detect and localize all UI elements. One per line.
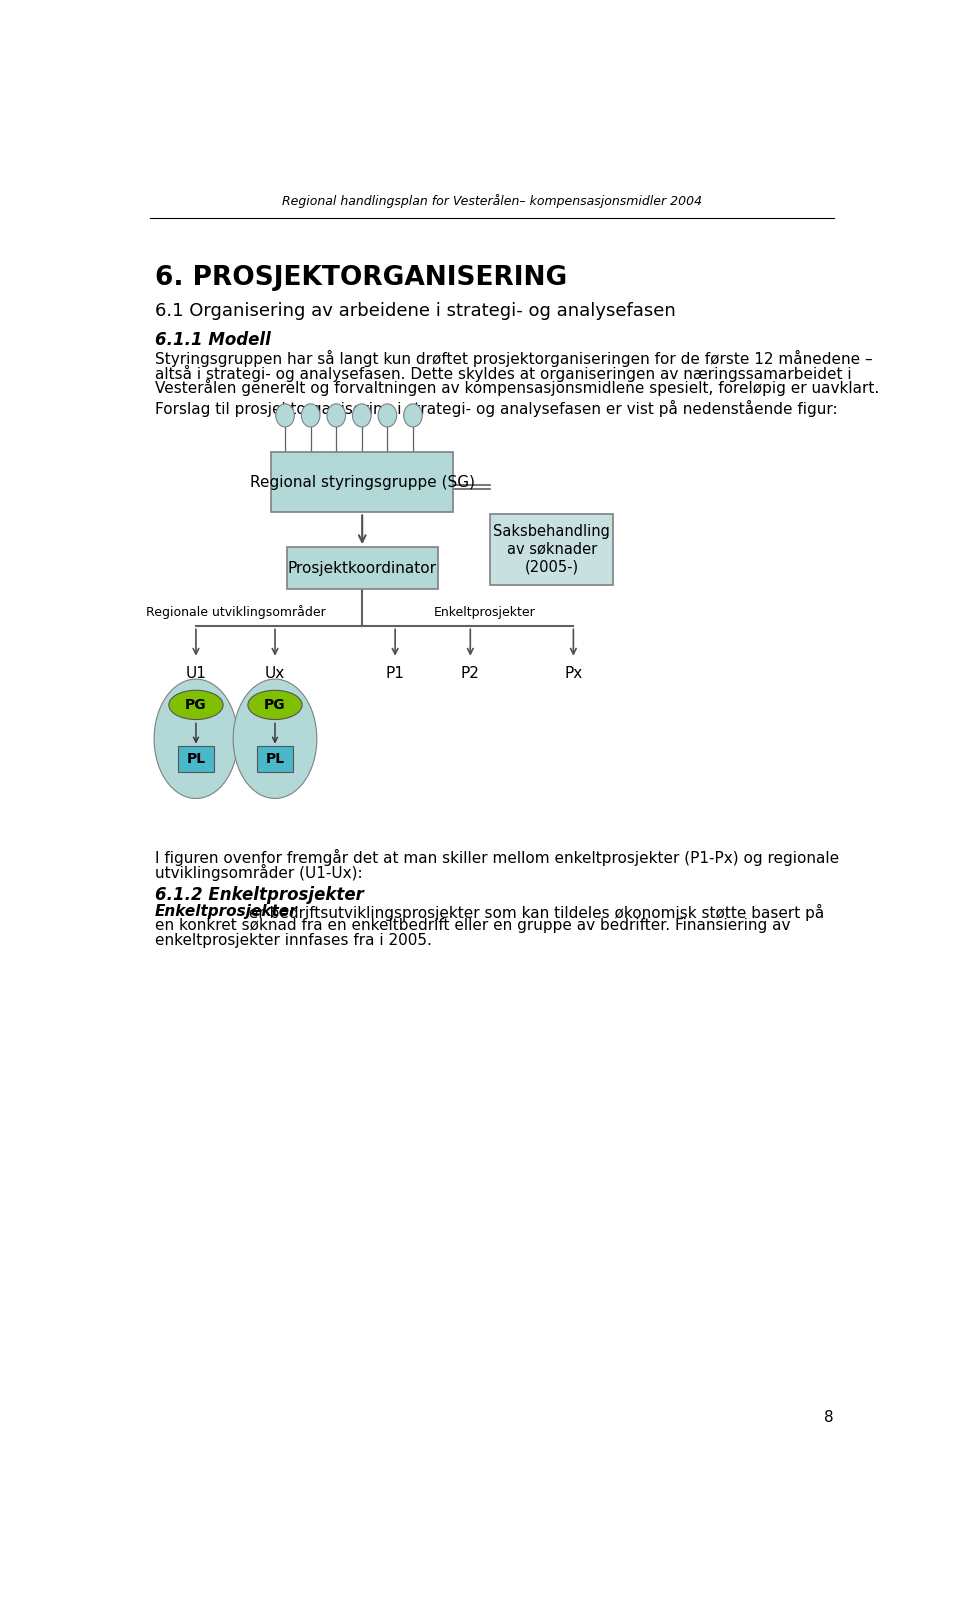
Text: PL: PL — [265, 752, 284, 766]
Text: P1: P1 — [386, 666, 404, 682]
Text: Regionale utviklingsområder: Regionale utviklingsområder — [146, 604, 325, 619]
Ellipse shape — [155, 679, 238, 799]
Ellipse shape — [403, 403, 422, 428]
Text: PL: PL — [186, 752, 205, 766]
Ellipse shape — [327, 403, 346, 428]
Text: PG: PG — [185, 698, 206, 711]
Text: PG: PG — [264, 698, 286, 711]
Text: Ux: Ux — [265, 666, 285, 682]
Ellipse shape — [276, 403, 295, 428]
Text: P2: P2 — [461, 666, 480, 682]
Ellipse shape — [301, 403, 320, 428]
Text: Vesterålen generelt og forvaltningen av kompensasjonsmidlene spesielt, foreløpig: Vesterålen generelt og forvaltningen av … — [155, 379, 879, 397]
FancyBboxPatch shape — [179, 747, 214, 771]
FancyBboxPatch shape — [257, 747, 293, 771]
Ellipse shape — [248, 690, 302, 719]
Text: Enkeltprosjekter: Enkeltprosjekter — [155, 904, 298, 919]
Text: 8: 8 — [825, 1409, 834, 1426]
FancyBboxPatch shape — [287, 548, 438, 590]
Text: Forslag til prosjektorganisering i strategi- og analysefasen er vist på nedenstå: Forslag til prosjektorganisering i strat… — [155, 400, 837, 416]
Ellipse shape — [378, 403, 396, 428]
Text: Prosjektkoordinator: Prosjektkoordinator — [288, 561, 437, 575]
FancyBboxPatch shape — [271, 452, 453, 512]
Text: 6. PROSJEKTORGANISERING: 6. PROSJEKTORGANISERING — [155, 266, 567, 292]
Text: Regional styringsgruppe (SG): Regional styringsgruppe (SG) — [250, 475, 474, 489]
FancyBboxPatch shape — [491, 514, 612, 585]
Text: er bedriftsutviklingsprosjekter som kan tildeles økonomisk støtte basert på: er bedriftsutviklingsprosjekter som kan … — [244, 904, 825, 920]
Text: Enkeltprosjekter: Enkeltprosjekter — [433, 606, 535, 619]
Ellipse shape — [233, 679, 317, 799]
Text: I figuren ovenfor fremgår det at man skiller mellom enkeltprosjekter (P1-Px) og : I figuren ovenfor fremgår det at man ski… — [155, 849, 839, 867]
Text: enkeltprosjekter innfases fra i 2005.: enkeltprosjekter innfases fra i 2005. — [155, 933, 432, 948]
Text: Styringsgruppen har så langt kun drøftet prosjektorganiseringen for de første 12: Styringsgruppen har så langt kun drøftet… — [155, 350, 873, 368]
Text: U1: U1 — [185, 666, 206, 682]
Text: utviklingsområder (U1-Ux):: utviklingsområder (U1-Ux): — [155, 863, 363, 881]
Text: Px: Px — [564, 666, 583, 682]
Ellipse shape — [169, 690, 223, 719]
Text: 6.1 Organisering av arbeidene i strategi- og analysefasen: 6.1 Organisering av arbeidene i strategi… — [155, 303, 676, 321]
Text: altså i strategi- og analysefasen. Dette skyldes at organiseringen av næringssam: altså i strategi- og analysefasen. Dette… — [155, 364, 852, 382]
Text: Regional handlingsplan for Vesterålen– kompensasjonsmidler 2004: Regional handlingsplan for Vesterålen– k… — [282, 194, 702, 209]
Ellipse shape — [352, 403, 372, 428]
Text: en konkret søknad fra en enkeltbedrift eller en gruppe av bedrifter. Finansierin: en konkret søknad fra en enkeltbedrift e… — [155, 919, 790, 933]
Text: Saksbehandling
av søknader
(2005-): Saksbehandling av søknader (2005-) — [493, 525, 611, 573]
Text: 6.1.2 Enkeltprosjekter: 6.1.2 Enkeltprosjekter — [155, 886, 364, 904]
Text: 6.1.1 Modell: 6.1.1 Modell — [155, 332, 271, 350]
